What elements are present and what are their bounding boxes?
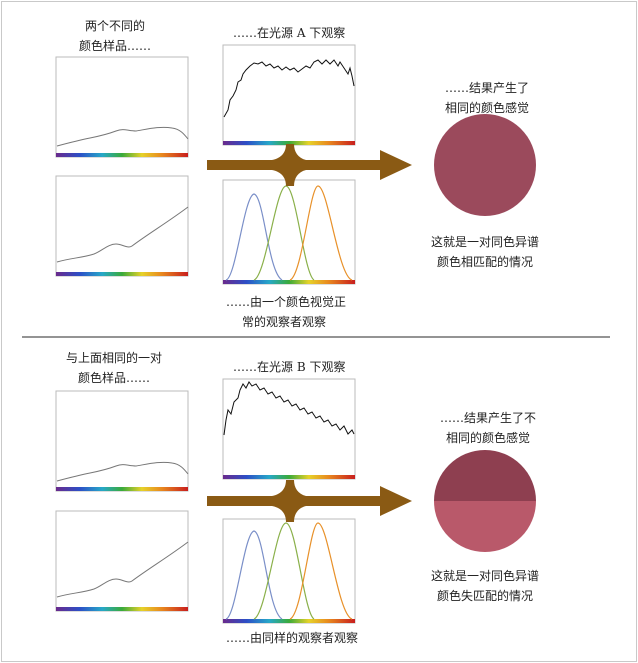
bottom-sample-2-curve bbox=[56, 541, 189, 598]
spectrum-strip bbox=[223, 475, 355, 479]
bottom-light-caption: ……在光源 B 下观察 bbox=[233, 360, 346, 374]
spectrum-strip bbox=[223, 141, 355, 145]
observer-green-curve bbox=[253, 522, 315, 620]
observer-blue-curve bbox=[225, 530, 283, 620]
top-result-circle bbox=[434, 114, 536, 216]
top-sample-2-box bbox=[55, 175, 189, 277]
bottom-result-circle-top-half bbox=[434, 450, 536, 501]
spectrum-strip bbox=[56, 153, 188, 157]
observer-red-curve bbox=[289, 185, 353, 281]
top-sample-1-box bbox=[55, 56, 189, 158]
top-light-caption: ……在光源 A 下观察 bbox=[233, 26, 346, 40]
top-sample-2-curve bbox=[56, 206, 189, 263]
top-observer-caption: ……由一个颜色视觉正 常的观察者观察 bbox=[226, 295, 347, 329]
top-sample-1-curve bbox=[56, 126, 189, 147]
bottom-result-circle bbox=[434, 450, 536, 552]
top-light-box bbox=[222, 44, 356, 146]
spectrum-strip bbox=[56, 487, 188, 491]
bottom-conclusion: 这就是一对同色异谱 颜色失匹配的情况 bbox=[430, 569, 539, 603]
observer-blue-curve bbox=[225, 193, 283, 281]
bottom-samples-caption: 与上面相同的一对 颜色样品…… bbox=[65, 351, 162, 385]
illuminant-a-curve bbox=[223, 59, 355, 118]
bottom-observer-box bbox=[222, 518, 356, 624]
spectrum-strip bbox=[56, 272, 188, 276]
bottom-observer-caption: ……由同样的观察者观察 bbox=[226, 631, 359, 645]
spectrum-strip bbox=[223, 280, 355, 284]
spectrum-strip bbox=[56, 607, 188, 611]
bottom-light-box bbox=[222, 378, 356, 480]
illuminant-b-curve bbox=[223, 381, 355, 436]
bottom-result-circle-bottom-half bbox=[434, 501, 536, 552]
top-observer-box bbox=[222, 179, 356, 285]
top-conclusion: 这就是一对同色异谱 颜色相匹配的情况 bbox=[430, 235, 539, 269]
bottom-sample-2-box bbox=[55, 510, 189, 612]
spectrum-strip bbox=[223, 619, 355, 623]
bottom-result-caption: ……结果产生了不 相同的颜色感觉 bbox=[439, 411, 536, 445]
top-samples-caption: 两个不同的 颜色样品…… bbox=[78, 19, 151, 53]
top-result-caption: ……结果产生了 相同的颜色感觉 bbox=[444, 81, 529, 115]
bottom-sample-1-curve bbox=[56, 461, 189, 482]
observer-red-curve bbox=[289, 522, 353, 620]
top-combine-arrow bbox=[207, 144, 412, 186]
bottom-combine-arrow bbox=[207, 480, 412, 522]
